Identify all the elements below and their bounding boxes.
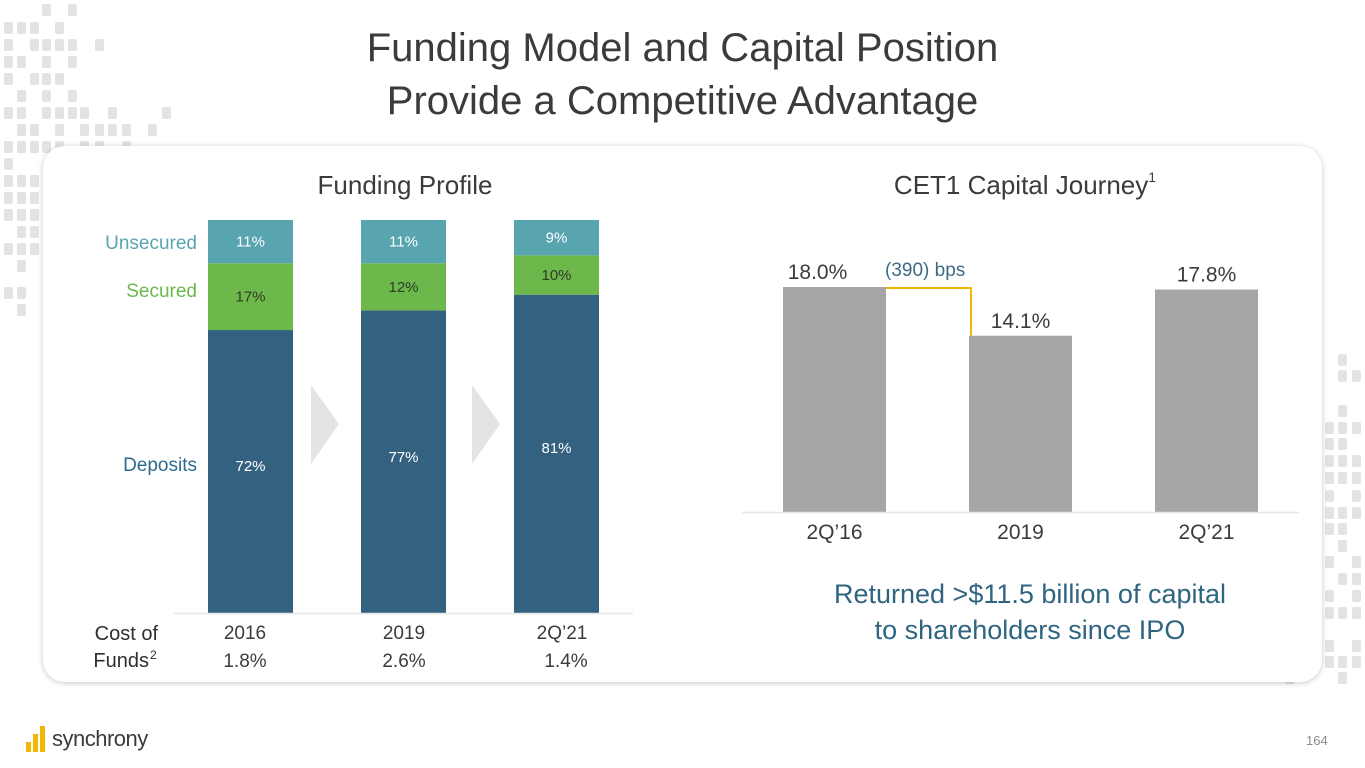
funding-bar-deposits-0 <box>208 330 293 613</box>
cost-of-funds-label-line1: Cost of <box>95 623 159 645</box>
logo-bars-icon <box>26 726 48 752</box>
funding-bar-deposits-2 <box>514 294 599 613</box>
funding-category-label-1: 2019 <box>383 623 425 644</box>
tagline-line2: to shareholders since IPO <box>874 615 1186 645</box>
cet1-category-label-0: 2Q’16 <box>806 521 862 544</box>
funding-category-label-2: 2Q’21 <box>537 623 588 644</box>
capital-return-tagline: Returned >$11.5 billion of capital to sh… <box>760 576 1300 648</box>
cet1-category-label-1: 2019 <box>997 521 1044 544</box>
cet1-data-label-0: 18.0% <box>788 261 848 284</box>
slide-title-line2: Provide a Competitive Advantage <box>386 79 979 123</box>
cost-of-funds-value-1: 2.6% <box>382 651 425 672</box>
cet1-category-label-2: 2Q’21 <box>1178 521 1234 544</box>
slide-title: Funding Model and Capital Position Provi… <box>0 22 1365 128</box>
funding-data-label-unsecured-0: 11% <box>236 234 265 251</box>
cet1-title-text: CET1 Capital Journey <box>893 170 1149 200</box>
decorative-pattern-left <box>0 0 180 320</box>
cet1-footnote-marker: 1 <box>1148 169 1157 186</box>
funding-bar-deposits-1 <box>361 310 446 613</box>
decorative-pattern-right <box>1240 340 1365 720</box>
funding-profile-title: Funding Profile <box>317 170 493 200</box>
funding-data-label-unsecured-2: 9% <box>546 230 568 247</box>
funding-bar-secured-0 <box>208 263 293 331</box>
legend-secured: Secured <box>126 281 197 302</box>
funding-data-label-deposits-2: 81% <box>541 440 571 457</box>
funding-category-label-0: 2016 <box>224 623 266 644</box>
cet1-bar-2 <box>1155 289 1258 512</box>
cet1-data-label-2: 17.8% <box>1177 264 1237 287</box>
funding-bar-secured-2 <box>514 255 599 295</box>
cost-of-funds-footnote-marker: 2 <box>150 648 157 662</box>
cet1-bar-0 <box>783 287 886 512</box>
funding-data-label-secured-0: 17% <box>235 289 265 306</box>
chevron-right-icon <box>311 385 339 464</box>
funding-bar-unsecured-0 <box>208 220 293 264</box>
cost-of-funds-label-line2: Funds <box>93 650 149 672</box>
funding-bar-unsecured-2 <box>514 220 599 256</box>
cet1-title: CET1 Capital Journey1 <box>820 169 1230 201</box>
chevron-right-icon <box>472 385 500 464</box>
cost-of-funds-value-2: 1.4% <box>544 651 587 672</box>
tagline-line1: Returned >$11.5 billion of capital <box>833 579 1226 609</box>
cet1-change-annotation: (390) bps <box>885 260 965 281</box>
slide-title-line1: Funding Model and Capital Position <box>366 26 999 70</box>
funding-data-label-secured-2: 10% <box>541 267 571 284</box>
legend-deposits: Deposits <box>123 455 197 476</box>
cet1-bar-1 <box>969 335 1072 512</box>
funding-bar-secured-1 <box>361 263 446 311</box>
funding-data-label-unsecured-1: 11% <box>389 234 418 251</box>
funding-data-label-deposits-1: 77% <box>388 449 418 466</box>
funding-bar-unsecured-1 <box>361 220 446 264</box>
cet1-data-label-1: 14.1% <box>991 310 1051 333</box>
cost-of-funds-value-0: 1.8% <box>223 651 266 672</box>
legend-unsecured: Unsecured <box>105 233 197 254</box>
cet1-change-connector <box>886 287 972 336</box>
funding-data-label-secured-1: 12% <box>388 279 418 296</box>
logo-wordmark: synchrony <box>52 726 148 751</box>
funding-data-label-deposits-0: 72% <box>235 458 265 475</box>
synchrony-logo: synchrony <box>26 726 148 752</box>
page-number: 164 <box>1306 733 1328 748</box>
